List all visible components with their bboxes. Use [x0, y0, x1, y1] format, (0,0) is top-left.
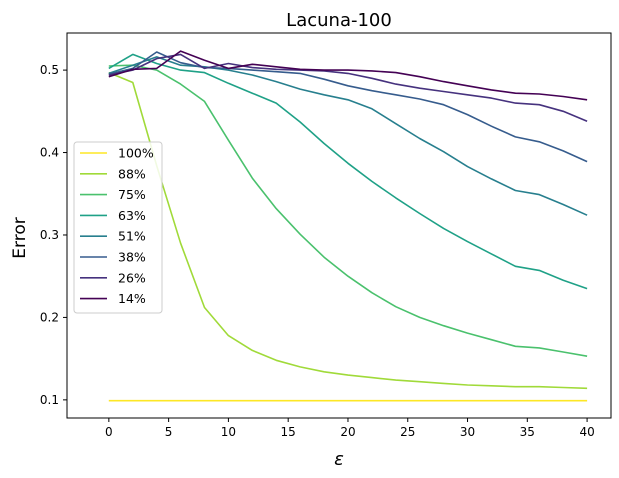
x-tick-label: 10 [221, 425, 236, 439]
y-tick-label: 0.5 [40, 63, 59, 77]
x-tick-label: 20 [340, 425, 355, 439]
x-tick-label: 25 [400, 425, 415, 439]
legend: 100% 88% 75% 63% 51% 38% 26% 14% [73, 141, 163, 314]
series-line-14pct [108, 50, 588, 101]
legend-label: 26% [118, 270, 146, 285]
legend-label: 51% [118, 229, 146, 244]
legend-label: 100% [118, 146, 154, 161]
x-tick-label: 5 [165, 425, 173, 439]
legend-label: 14% [118, 291, 146, 306]
series-line-88pct [108, 71, 588, 390]
y-tick-label: 0.2 [40, 310, 59, 324]
series-line-75pct [108, 64, 588, 357]
series-line-26pct [108, 53, 588, 122]
y-axis-label: Error [10, 217, 30, 258]
legend-label: 75% [118, 187, 146, 202]
x-tick-label: 40 [579, 425, 594, 439]
y-tick-label: 0.4 [40, 146, 59, 160]
y-tick-label: 0.3 [40, 228, 59, 242]
series-line-63pct [108, 53, 588, 290]
x-tick-label: 15 [281, 425, 296, 439]
series-line-51pct [108, 56, 588, 216]
legend-box [73, 141, 163, 314]
x-tick-label: 30 [460, 425, 475, 439]
legend-label: 63% [118, 208, 146, 223]
x-tick-label: 0 [105, 425, 113, 439]
legend-label: 88% [118, 166, 146, 181]
plot-area-frame [66, 32, 612, 419]
y-tick-label: 0.1 [40, 393, 59, 407]
x-tick-label: 35 [520, 425, 535, 439]
ticks-layer: 0 5 10 15 20 25 30 35 40 0.1 0.2 0.3 0.4 0.5 [40, 63, 595, 439]
chart-title: Lacuna-100 [286, 10, 392, 31]
x-axis-label: ε [334, 449, 344, 470]
series-layer [108, 50, 588, 402]
series-line-38pct [108, 51, 588, 163]
legend-label: 38% [118, 250, 146, 265]
